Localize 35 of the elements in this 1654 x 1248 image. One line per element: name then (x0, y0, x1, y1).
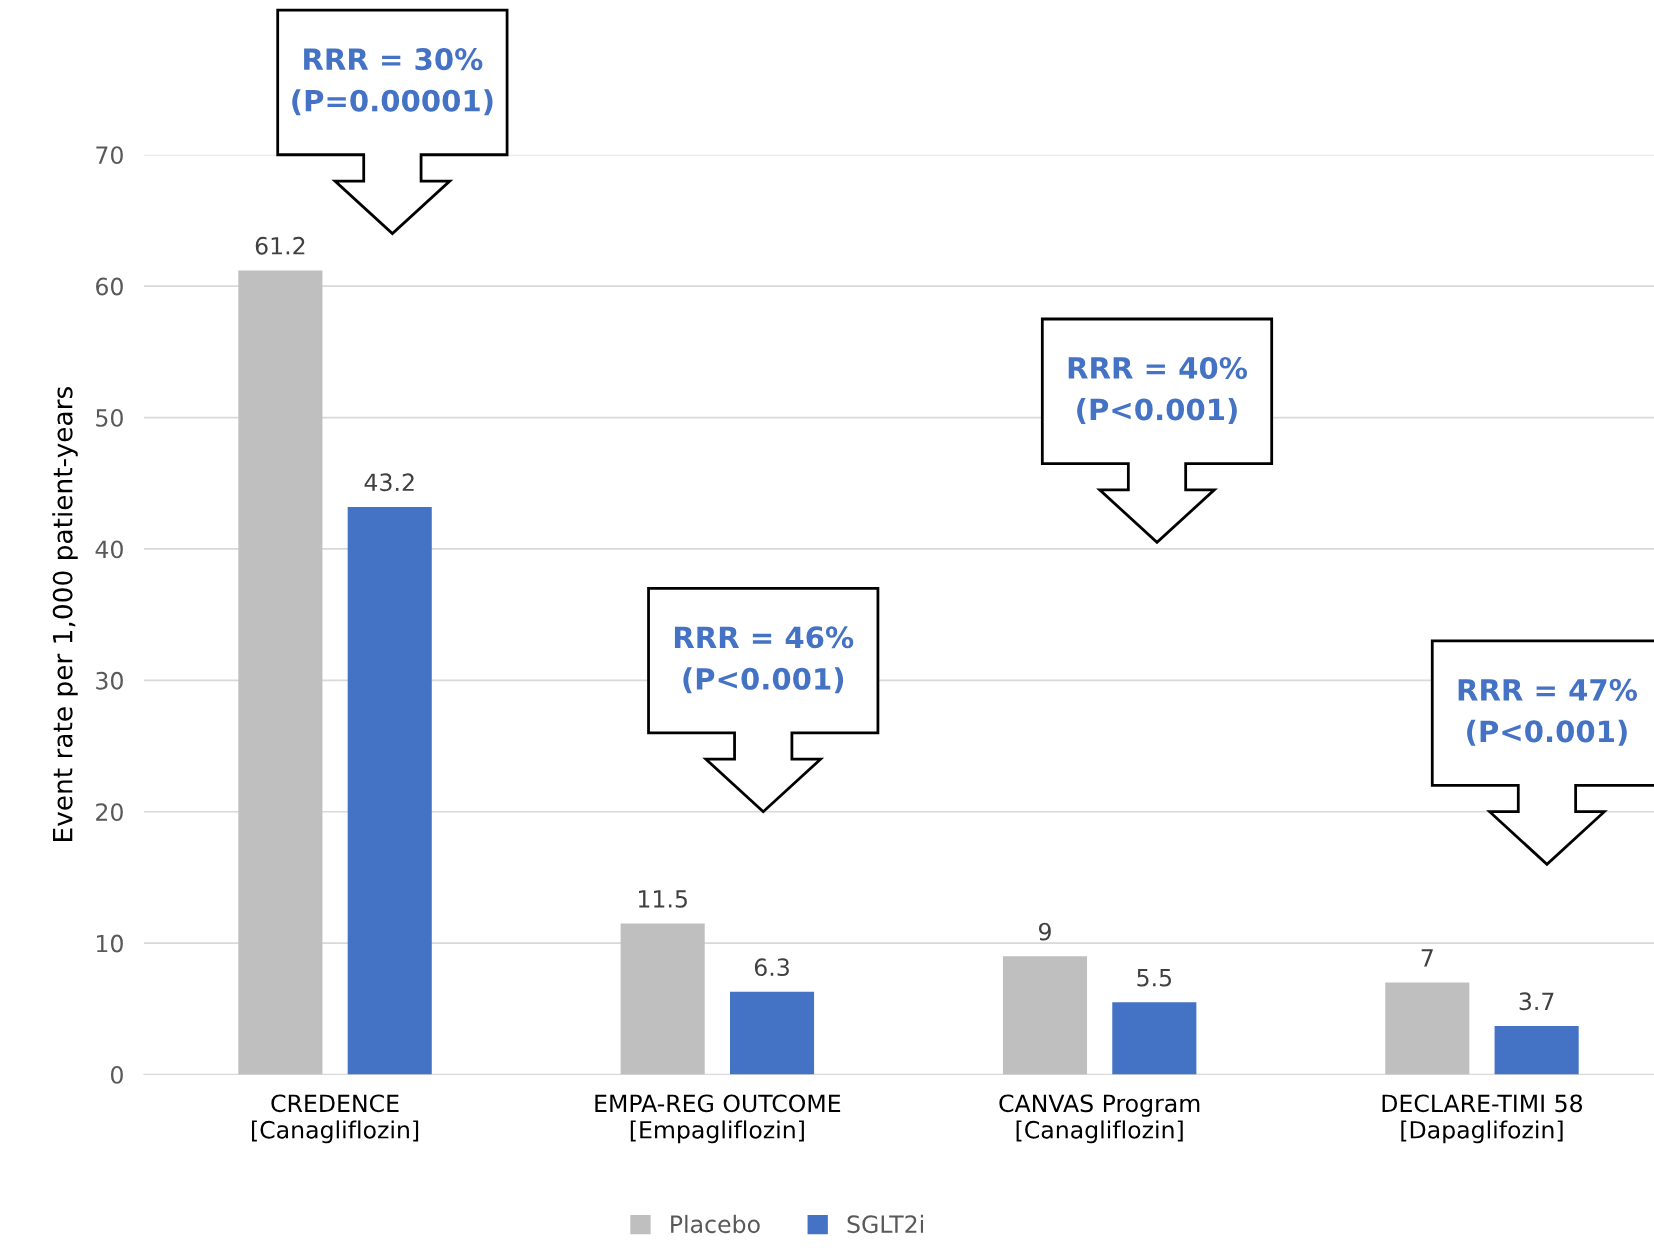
annotation: RRR = 46% (P<0.001) (674, 626, 854, 694)
bar (729, 991, 815, 1075)
data-label: 6.3 (754, 958, 789, 977)
data-label: 5.5 (1137, 969, 1172, 987)
y-axis-title: Event rate per 1,000 patient-years (52, 387, 78, 841)
legend-label: Placebo (671, 1214, 760, 1234)
legend-label: SGLT2i (847, 1214, 924, 1234)
y-tick-label: 10 (97, 934, 123, 953)
data-label: 3.7 (1519, 992, 1554, 1011)
y-tick-label: 30 (96, 671, 123, 690)
y-tick-label: 20 (96, 803, 123, 822)
annotation: RRR = 40% (P<0.001) (1068, 356, 1248, 424)
data-label: 11.5 (638, 890, 687, 908)
data-label: 43.2 (364, 473, 414, 492)
bar (620, 923, 705, 1075)
x-tick-label: DECLARE-TIMI 58 [Dapaglifozin] (1382, 1094, 1583, 1144)
bar (1385, 982, 1470, 1075)
y-tick-label: 0 (110, 1065, 123, 1084)
bar (1494, 1025, 1579, 1075)
data-label: 61.2 (255, 236, 305, 255)
bar (347, 506, 432, 1075)
x-tick-label: CREDENCE [Canagliflozin] (252, 1094, 419, 1144)
annotation: RRR = 47% (P<0.001) (1458, 678, 1637, 746)
x-tick-label: EMPA-REG OUTCOME [Empagliflozin] (595, 1094, 841, 1144)
data-label: 7 (1421, 949, 1433, 967)
bar (238, 270, 323, 1075)
bar (1002, 956, 1088, 1075)
data-label: 9 (1038, 922, 1051, 941)
text: RRR = 30% (P=0.00001) (292, 48, 493, 116)
x-tick-label: CANVAS Program [Canagliflozin] (999, 1094, 1200, 1144)
y-tick-label: 40 (95, 540, 123, 559)
bar (1112, 1002, 1197, 1075)
y-tick-label: 50 (96, 408, 123, 427)
y-tick-label: 70 (96, 146, 123, 165)
y-tick-label: 60 (96, 277, 123, 296)
